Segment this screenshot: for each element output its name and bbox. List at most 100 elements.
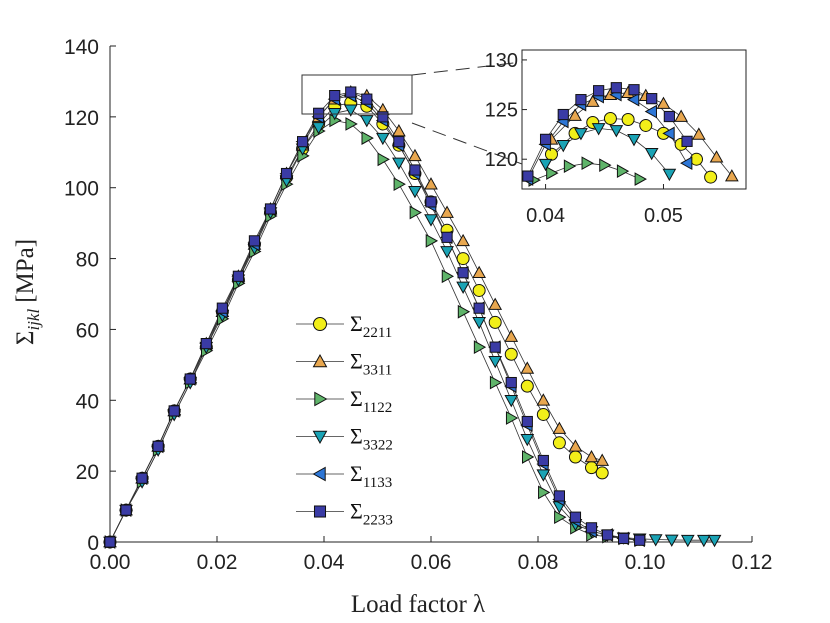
data-point-3322 bbox=[680, 534, 695, 548]
y-tick-label: 140 bbox=[64, 36, 99, 59]
data-point-1122 bbox=[393, 177, 406, 192]
y-axis-title-sub: ijkl bbox=[24, 309, 43, 331]
y-axis-title: Σijkl [MPa] bbox=[12, 239, 43, 345]
data-point-2233 bbox=[377, 111, 389, 123]
data-point-2211 bbox=[568, 450, 582, 464]
data-point-3322 bbox=[440, 246, 454, 259]
data-point-2233 bbox=[297, 136, 309, 148]
legend-marker-3311 bbox=[312, 353, 328, 368]
inset-data-point-3322 bbox=[627, 134, 641, 147]
legend-symbol: Σ bbox=[350, 349, 363, 374]
inset-connector-top bbox=[411, 61, 523, 76]
data-point-3311 bbox=[440, 205, 454, 218]
inset-series-group bbox=[522, 82, 739, 187]
series-line-2233 bbox=[109, 91, 640, 543]
data-point-2233 bbox=[473, 302, 485, 314]
y-tick-label: 80 bbox=[76, 249, 99, 272]
data-point-2233 bbox=[393, 136, 405, 148]
data-point-2233 bbox=[313, 107, 325, 119]
data-point-2233 bbox=[489, 341, 501, 353]
inset-data-point-2211 bbox=[639, 118, 653, 132]
legend-item-3322: Σ3322 bbox=[296, 424, 393, 454]
data-point-2233 bbox=[248, 235, 261, 247]
data-point-2233 bbox=[618, 532, 630, 545]
x-axis-title: Load factor λ bbox=[351, 591, 485, 618]
data-point-3311 bbox=[595, 453, 610, 466]
data-point-3322 bbox=[536, 469, 551, 482]
inset-x-tick-label: 0.04 bbox=[526, 205, 565, 227]
data-point-3311 bbox=[520, 361, 535, 374]
data-point-2233 bbox=[104, 536, 116, 548]
legend-subscript: 3322 bbox=[363, 438, 393, 454]
inset-data-point-1122 bbox=[599, 158, 612, 173]
data-point-3322 bbox=[456, 281, 470, 294]
inset-data-point-2233 bbox=[681, 135, 693, 147]
legend-marker-2211 bbox=[313, 317, 327, 331]
data-point-1122 bbox=[409, 205, 422, 220]
data-point-1122 bbox=[361, 131, 374, 145]
legend-subscript: 1133 bbox=[363, 475, 392, 491]
legend-label-3311: Σ3311 bbox=[350, 349, 392, 379]
data-point-2211 bbox=[472, 283, 486, 297]
x-tick-label: 0.06 bbox=[411, 551, 452, 574]
inset-data-point-1133 bbox=[626, 92, 640, 107]
zoom-box bbox=[301, 74, 413, 115]
inset-connector-bottom bbox=[411, 122, 523, 165]
main-plot-area: 0.00 0.02 0.04 0.06 0.08 0.10 0.12 0 20 40 60 80 100… bbox=[64, 36, 772, 574]
data-point-3311 bbox=[504, 329, 519, 342]
legend-item-2233: Σ2233 bbox=[296, 499, 393, 529]
data-point-1122 bbox=[377, 152, 390, 167]
x-tick-label: 0.10 bbox=[625, 551, 666, 574]
x-tick-label: 0.08 bbox=[518, 551, 559, 574]
inset-data-point-3311 bbox=[709, 150, 724, 163]
data-point-1122 bbox=[522, 450, 535, 464]
data-point-3311 bbox=[424, 177, 438, 190]
data-point-3311 bbox=[392, 123, 406, 137]
y-tick-label: 120 bbox=[64, 107, 99, 130]
legend-item-3311: Σ3311 bbox=[296, 349, 392, 379]
data-point-2233 bbox=[345, 86, 357, 98]
data-point-3322 bbox=[424, 214, 438, 227]
data-point-1122 bbox=[554, 510, 567, 525]
legend-symbol: Σ bbox=[350, 424, 363, 449]
x-tick-label: 0.00 bbox=[90, 551, 131, 574]
data-point-2233 bbox=[136, 472, 148, 484]
data-point-1122 bbox=[489, 375, 503, 390]
series-line-1122 bbox=[109, 119, 640, 543]
legend-marker-1122 bbox=[314, 391, 328, 407]
legend-marker-3322 bbox=[312, 430, 328, 445]
data-point-2233 bbox=[457, 267, 469, 279]
inset-data-point-3322 bbox=[538, 158, 553, 172]
data-point-2211 bbox=[488, 315, 502, 329]
inset-data-point-1133 bbox=[644, 104, 657, 119]
data-point-2233 bbox=[601, 529, 614, 541]
data-point-3322 bbox=[376, 132, 390, 146]
data-point-3311 bbox=[456, 233, 470, 247]
data-point-2233 bbox=[585, 522, 598, 534]
y-axis-title-symbol: Σ bbox=[12, 331, 39, 346]
data-point-2233 bbox=[521, 415, 533, 428]
inset-data-point-2233 bbox=[663, 110, 675, 123]
data-point-1122 bbox=[345, 117, 358, 131]
inset-data-point-3311 bbox=[691, 127, 706, 140]
data-point-3322 bbox=[707, 534, 722, 548]
inset-data-point-1122 bbox=[563, 159, 577, 174]
legend-subscript: 1122 bbox=[363, 400, 392, 416]
inset-data-point-3311 bbox=[725, 169, 739, 182]
inset-data-point-2233 bbox=[522, 170, 534, 182]
legend-label-2211: Σ2211 bbox=[350, 311, 392, 341]
data-point-2233 bbox=[425, 196, 437, 208]
data-point-2233 bbox=[537, 454, 549, 467]
inset-data-point-2211 bbox=[621, 113, 635, 126]
data-point-2233 bbox=[409, 164, 421, 176]
data-point-2233 bbox=[168, 405, 180, 417]
inset-y-tick-label: 120 bbox=[485, 149, 518, 171]
inset-data-point-1122 bbox=[546, 166, 559, 180]
data-point-2233 bbox=[216, 302, 228, 314]
x-tick-label: 0.04 bbox=[304, 551, 345, 574]
data-point-2233 bbox=[152, 440, 164, 452]
inset-data-point-2233 bbox=[628, 84, 640, 96]
legend-symbol: Σ bbox=[350, 461, 363, 486]
inset-data-point-1133 bbox=[680, 156, 693, 171]
inset-data-point-1122 bbox=[616, 164, 630, 178]
